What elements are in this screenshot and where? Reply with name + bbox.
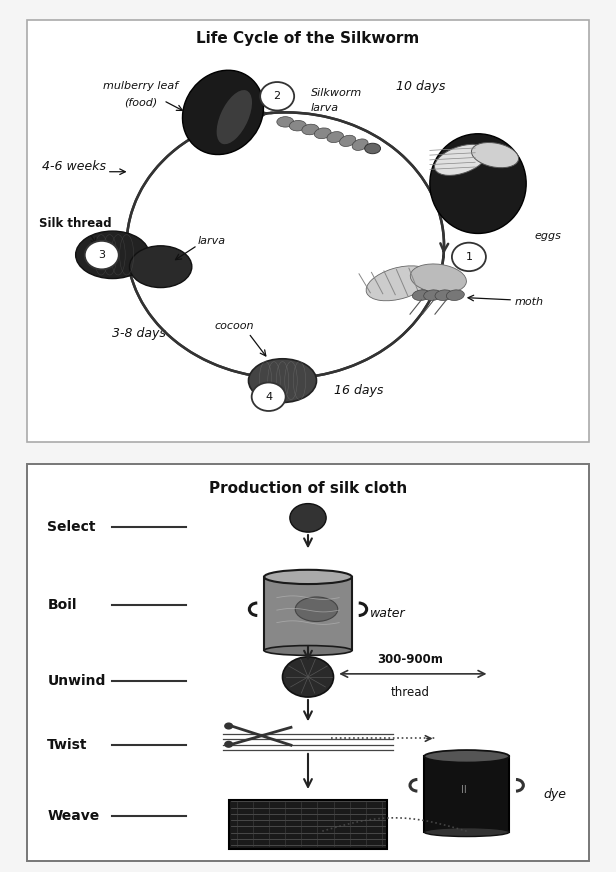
- Text: larva: larva: [198, 235, 225, 246]
- Circle shape: [260, 82, 294, 111]
- Ellipse shape: [447, 290, 464, 301]
- Text: Boil: Boil: [47, 598, 77, 612]
- Circle shape: [252, 383, 286, 411]
- Text: 4-6 weeks: 4-6 weeks: [42, 160, 105, 174]
- Ellipse shape: [424, 828, 509, 836]
- FancyBboxPatch shape: [229, 800, 387, 848]
- FancyBboxPatch shape: [28, 465, 588, 861]
- Text: larva: larva: [311, 103, 339, 112]
- Text: Weave: Weave: [47, 809, 100, 823]
- Text: 16 days: 16 days: [333, 384, 383, 397]
- Text: 3: 3: [98, 250, 105, 260]
- Text: mulberry leaf: mulberry leaf: [103, 81, 179, 92]
- Ellipse shape: [302, 124, 318, 135]
- FancyBboxPatch shape: [28, 20, 588, 442]
- Text: 3-8 days: 3-8 days: [113, 327, 166, 340]
- Text: 4: 4: [265, 392, 272, 402]
- Ellipse shape: [327, 132, 344, 142]
- Circle shape: [452, 242, 486, 271]
- Circle shape: [85, 241, 119, 269]
- Text: water: water: [370, 607, 406, 620]
- Ellipse shape: [365, 143, 381, 153]
- Text: 2: 2: [274, 92, 281, 101]
- Circle shape: [224, 740, 233, 748]
- Ellipse shape: [264, 569, 352, 584]
- Text: thread: thread: [391, 686, 429, 698]
- Ellipse shape: [410, 264, 466, 293]
- Text: Silk thread: Silk thread: [39, 217, 111, 230]
- Ellipse shape: [424, 290, 442, 301]
- Ellipse shape: [248, 358, 317, 403]
- Ellipse shape: [295, 597, 338, 622]
- Text: II: II: [461, 785, 467, 794]
- Text: Twist: Twist: [47, 739, 88, 753]
- Text: moth: moth: [515, 297, 544, 307]
- Circle shape: [290, 504, 326, 532]
- Text: 1: 1: [466, 252, 472, 262]
- Ellipse shape: [366, 266, 431, 301]
- Text: (food): (food): [124, 98, 158, 108]
- Ellipse shape: [314, 128, 331, 139]
- Ellipse shape: [277, 117, 294, 127]
- Ellipse shape: [430, 133, 526, 234]
- Ellipse shape: [435, 290, 453, 301]
- Text: Production of silk cloth: Production of silk cloth: [209, 481, 407, 496]
- FancyBboxPatch shape: [424, 756, 509, 832]
- Text: Unwind: Unwind: [47, 673, 106, 687]
- Ellipse shape: [339, 135, 356, 146]
- Ellipse shape: [471, 142, 519, 167]
- Text: eggs: eggs: [535, 231, 562, 241]
- Ellipse shape: [434, 145, 487, 175]
- FancyBboxPatch shape: [264, 577, 352, 651]
- Ellipse shape: [352, 139, 368, 151]
- Text: Life Cycle of the Silkworm: Life Cycle of the Silkworm: [197, 31, 419, 46]
- Text: Select: Select: [47, 520, 96, 534]
- Ellipse shape: [182, 71, 264, 154]
- Text: dye: dye: [543, 787, 566, 800]
- Ellipse shape: [264, 645, 352, 656]
- Text: 10 days: 10 days: [396, 79, 445, 92]
- Ellipse shape: [129, 246, 192, 288]
- Ellipse shape: [424, 750, 509, 762]
- Ellipse shape: [412, 290, 431, 301]
- Ellipse shape: [76, 231, 149, 278]
- Text: 300-900m: 300-900m: [377, 653, 443, 666]
- Circle shape: [224, 722, 233, 730]
- Ellipse shape: [290, 120, 306, 131]
- Circle shape: [283, 657, 333, 697]
- Text: Silkworm: Silkworm: [311, 88, 362, 99]
- Ellipse shape: [217, 90, 252, 144]
- Text: cocoon: cocoon: [214, 321, 254, 331]
